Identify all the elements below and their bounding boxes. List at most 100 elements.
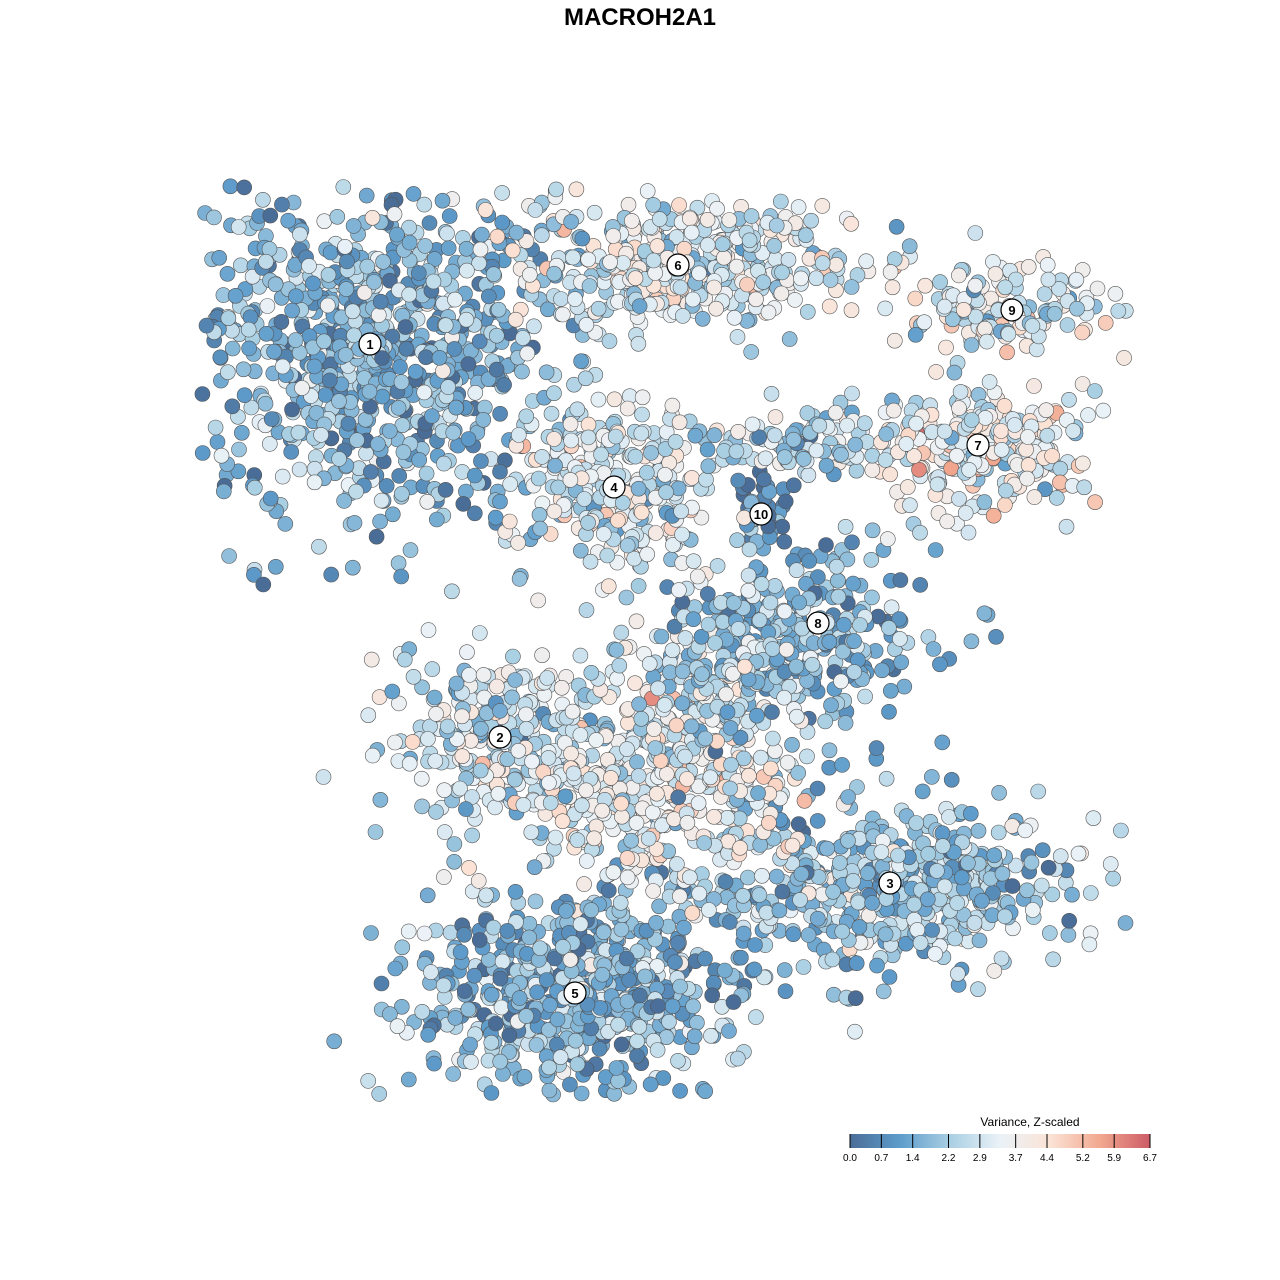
- data-point: [762, 760, 779, 777]
- data-point: [1024, 318, 1041, 334]
- data-point: [378, 478, 395, 494]
- data-point: [255, 192, 271, 208]
- data-point: [591, 1041, 608, 1057]
- data-point: [630, 335, 647, 352]
- data-point: [988, 628, 1004, 645]
- data-point: [923, 769, 940, 785]
- data-point: [565, 765, 582, 782]
- data-point: [262, 490, 279, 507]
- data-point: [546, 385, 562, 402]
- data-point: [672, 978, 688, 995]
- legend-tick-label: 5.2: [1076, 1153, 1090, 1164]
- data-point: [553, 679, 570, 696]
- data-point: [719, 809, 736, 826]
- data-point: [728, 443, 745, 460]
- data-point: [397, 319, 414, 335]
- data-point: [746, 961, 763, 978]
- data-point: [875, 983, 892, 1000]
- data-point: [637, 968, 653, 985]
- data-point: [1020, 258, 1037, 275]
- data-point: [581, 278, 598, 294]
- data-point: [576, 491, 593, 507]
- data-point: [670, 935, 686, 951]
- data-point: [837, 715, 854, 731]
- svg-text:9: 9: [1008, 303, 1015, 318]
- data-point: [572, 647, 589, 664]
- data-point: [485, 919, 502, 936]
- legend-tick-label: 5.9: [1107, 1153, 1121, 1164]
- cluster-label-8: 8: [806, 611, 830, 635]
- data-point: [706, 279, 722, 296]
- data-point: [961, 462, 977, 478]
- data-point: [912, 577, 929, 593]
- data-point: [721, 212, 738, 228]
- data-point: [473, 720, 489, 737]
- data-point: [957, 505, 974, 521]
- cluster-label-7: 7: [966, 433, 990, 457]
- data-point: [305, 275, 321, 292]
- data-point: [518, 706, 534, 723]
- data-point: [424, 408, 440, 424]
- data-point: [740, 582, 757, 599]
- data-point: [793, 866, 810, 882]
- data-point: [335, 179, 352, 195]
- data-point: [787, 292, 803, 308]
- data-point: [273, 313, 290, 330]
- data-point: [844, 534, 860, 551]
- data-point: [938, 339, 954, 356]
- data-point: [1034, 842, 1051, 859]
- data-point: [367, 824, 384, 840]
- data-point: [427, 753, 444, 769]
- color-legend: 0.0 0.7 1.4 2.2 2.9 3.7 4.4 5.2 5.9 6.7: [843, 1134, 1157, 1164]
- data-point: [859, 865, 876, 881]
- data-point: [530, 592, 547, 609]
- data-point: [404, 734, 421, 750]
- data-point: [485, 266, 502, 283]
- data-point: [381, 423, 398, 439]
- data-point: [774, 883, 791, 900]
- data-point: [393, 485, 410, 502]
- data-point: [1060, 927, 1077, 943]
- data-point: [274, 196, 290, 213]
- data-point: [606, 391, 623, 408]
- data-point: [671, 197, 687, 213]
- data-point: [795, 451, 812, 467]
- data-point: [977, 320, 993, 337]
- data-point: [452, 944, 469, 960]
- data-point: [398, 340, 415, 357]
- data-point: [834, 757, 850, 773]
- data-point: [567, 1032, 584, 1049]
- data-point: [808, 442, 825, 459]
- data-point: [1113, 822, 1129, 839]
- legend-tick-label: 4.4: [1040, 1153, 1054, 1164]
- data-point: [375, 253, 391, 270]
- data-point: [699, 441, 716, 458]
- data-point: [986, 963, 1003, 979]
- data-point: [864, 462, 881, 478]
- data-point: [516, 1068, 533, 1085]
- data-point: [368, 528, 385, 545]
- data-point: [339, 253, 355, 270]
- data-point: [306, 358, 323, 375]
- data-point: [858, 253, 875, 270]
- data-point: [320, 266, 337, 283]
- svg-text:10: 10: [754, 507, 768, 522]
- data-point: [424, 661, 441, 677]
- data-point: [685, 998, 701, 1015]
- data-point: [768, 217, 785, 234]
- data-point: [739, 276, 755, 293]
- data-point: [291, 461, 308, 478]
- cluster-label-2: 2: [488, 725, 512, 749]
- data-point: [986, 847, 1003, 864]
- data-point: [729, 329, 746, 345]
- data-point: [1040, 859, 1057, 876]
- data-point: [580, 514, 596, 531]
- data-point: [650, 680, 666, 697]
- data-point: [372, 513, 388, 530]
- data-point: [1107, 285, 1124, 302]
- data-point: [631, 298, 648, 314]
- data-point: [825, 883, 841, 900]
- data-point: [717, 873, 734, 890]
- data-point: [578, 602, 595, 618]
- data-point: [519, 345, 536, 362]
